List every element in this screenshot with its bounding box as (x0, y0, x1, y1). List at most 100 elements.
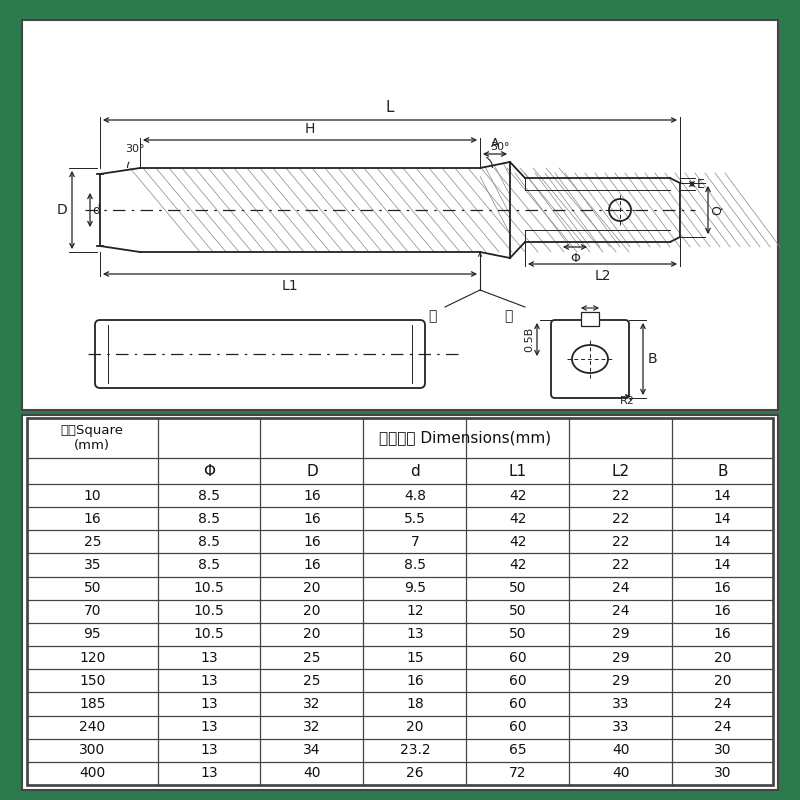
Text: 20: 20 (714, 674, 731, 688)
Text: 14: 14 (714, 512, 731, 526)
Bar (27, 418, 773, 785)
Text: 22: 22 (612, 512, 630, 526)
Text: 185: 185 (79, 697, 106, 711)
Text: D: D (56, 203, 67, 217)
Text: Q: Q (711, 205, 724, 215)
Text: 120: 120 (79, 650, 106, 665)
Text: 14: 14 (714, 558, 731, 572)
Text: 30°: 30° (126, 144, 145, 154)
Text: 50: 50 (509, 627, 526, 642)
Text: 16: 16 (83, 512, 101, 526)
Text: 60: 60 (509, 650, 526, 665)
Text: 23.2: 23.2 (400, 743, 430, 758)
Text: 40: 40 (612, 766, 630, 781)
Text: 95: 95 (83, 627, 101, 642)
Text: 14: 14 (714, 489, 731, 502)
Text: 14: 14 (714, 535, 731, 549)
Text: 33: 33 (612, 720, 630, 734)
Text: 20: 20 (714, 650, 731, 665)
Text: 22: 22 (612, 558, 630, 572)
Text: 7: 7 (410, 535, 419, 549)
Text: 42: 42 (509, 535, 526, 549)
Text: 29: 29 (612, 674, 630, 688)
Text: A: A (490, 137, 499, 150)
Text: L: L (386, 100, 394, 115)
Text: 50: 50 (83, 581, 101, 595)
Text: 20: 20 (406, 720, 424, 734)
Text: 24: 24 (714, 697, 731, 711)
Text: 60: 60 (509, 697, 526, 711)
Text: 13: 13 (200, 697, 218, 711)
Text: H: H (305, 122, 315, 136)
Text: d: d (92, 203, 100, 217)
Text: 300: 300 (79, 743, 106, 758)
Text: 平方Square
(mm): 平方Square (mm) (61, 424, 124, 452)
Text: 20: 20 (303, 581, 321, 595)
Text: 42: 42 (509, 489, 526, 502)
Text: 铝: 铝 (428, 309, 436, 323)
Text: 0.5B: 0.5B (524, 327, 534, 352)
Bar (22, 415, 778, 790)
Text: 72: 72 (509, 766, 526, 781)
Text: D: D (306, 463, 318, 478)
Text: L2: L2 (594, 269, 610, 283)
Text: 40: 40 (303, 766, 321, 781)
Text: 70: 70 (83, 604, 101, 618)
Text: 13: 13 (200, 743, 218, 758)
Text: 5.5: 5.5 (404, 512, 426, 526)
Text: 16: 16 (303, 512, 321, 526)
Text: 16: 16 (714, 604, 731, 618)
Text: 33: 33 (612, 697, 630, 711)
Bar (581, 312, 599, 326)
Text: 8.5: 8.5 (404, 558, 426, 572)
Text: 12: 12 (406, 604, 424, 618)
Text: 24: 24 (612, 604, 630, 618)
Text: 18: 18 (406, 697, 424, 711)
Text: 10.5: 10.5 (194, 627, 224, 642)
Text: 20: 20 (303, 604, 321, 618)
Text: 25: 25 (83, 535, 101, 549)
Text: 26: 26 (406, 766, 424, 781)
Bar (22, 20, 778, 410)
Text: 25: 25 (303, 650, 321, 665)
Text: 40: 40 (612, 743, 630, 758)
Text: 29: 29 (612, 650, 630, 665)
Text: 9.5: 9.5 (404, 581, 426, 595)
Text: 13: 13 (406, 627, 424, 642)
Text: 4.8: 4.8 (404, 489, 426, 502)
Text: 22: 22 (612, 489, 630, 502)
Text: 16: 16 (303, 489, 321, 502)
Text: 8.5: 8.5 (198, 535, 220, 549)
Text: 13: 13 (200, 674, 218, 688)
Text: 240: 240 (79, 720, 106, 734)
Text: Φ: Φ (570, 252, 580, 265)
Text: 42: 42 (509, 512, 526, 526)
Text: 16: 16 (714, 627, 731, 642)
Text: 34: 34 (303, 743, 321, 758)
Text: 150: 150 (79, 674, 106, 688)
Text: 29: 29 (612, 627, 630, 642)
Text: 25: 25 (303, 674, 321, 688)
Text: 16: 16 (714, 581, 731, 595)
FancyBboxPatch shape (551, 320, 629, 398)
Text: Φ: Φ (203, 463, 215, 478)
Text: 8.5: 8.5 (198, 512, 220, 526)
Text: 30°: 30° (490, 142, 510, 152)
Text: 10.5: 10.5 (194, 581, 224, 595)
Text: 主要尺寸 Dimensions(mm): 主要尺寸 Dimensions(mm) (379, 430, 551, 446)
Text: 22: 22 (612, 535, 630, 549)
Text: 24: 24 (612, 581, 630, 595)
Text: 60: 60 (509, 720, 526, 734)
Text: B: B (648, 352, 658, 366)
Text: 10.5: 10.5 (194, 604, 224, 618)
Text: 8.5: 8.5 (198, 489, 220, 502)
Text: 16: 16 (406, 674, 424, 688)
Text: 13: 13 (200, 766, 218, 781)
Text: 50: 50 (509, 604, 526, 618)
Text: 16: 16 (303, 535, 321, 549)
Text: E: E (697, 178, 705, 190)
Text: 65: 65 (509, 743, 526, 758)
Text: 32: 32 (303, 720, 321, 734)
Text: 15: 15 (406, 650, 424, 665)
Text: 铜: 铜 (504, 309, 512, 323)
